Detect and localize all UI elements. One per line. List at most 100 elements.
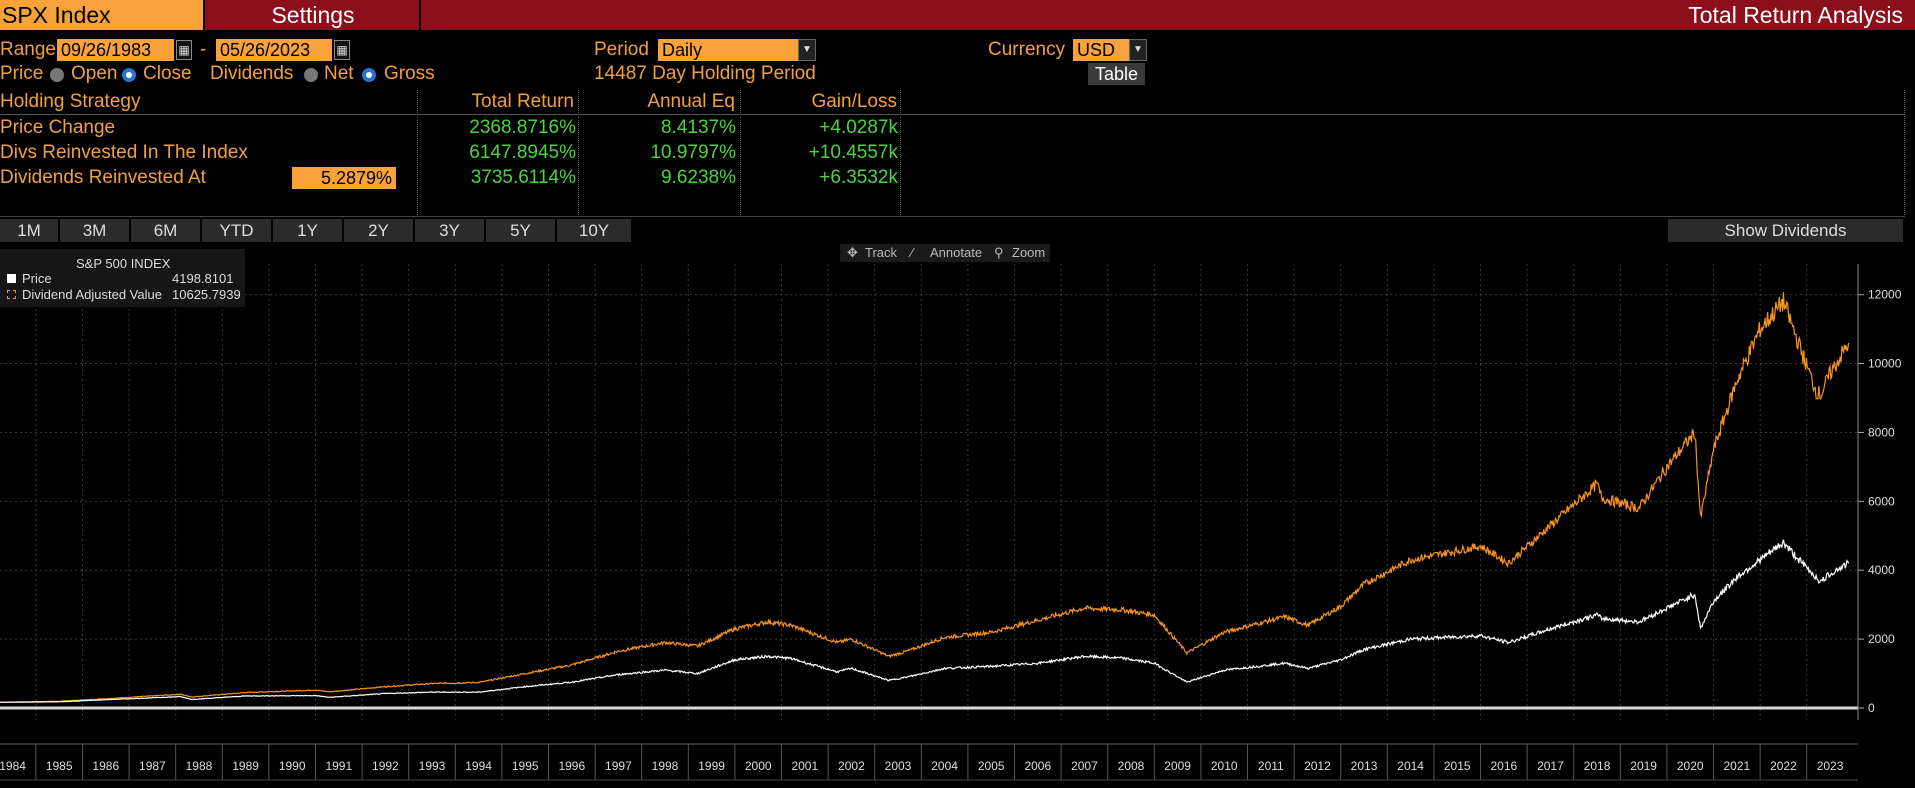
- table-cell-gain-loss: +4.0287k: [819, 117, 898, 138]
- dividend-legend-swatch: [7, 290, 16, 299]
- x-tick-label: 2016: [1490, 759, 1517, 773]
- x-tick-label: 1999: [698, 759, 725, 773]
- x-tick-label: 1992: [372, 759, 399, 773]
- table-row-strategy: Price Change: [0, 117, 116, 138]
- y-tick-label: 6000: [1868, 494, 1895, 508]
- x-tick-label: 2011: [1258, 759, 1284, 773]
- chevron-down-icon[interactable]: ▼: [798, 39, 816, 61]
- chart-legend: [0, 249, 245, 307]
- table-cell-total-return: 2368.8716%: [469, 117, 576, 138]
- col-header-gain-loss: Gain/Loss: [811, 91, 897, 112]
- y-tick-label: 0: [1868, 701, 1875, 715]
- table-cell-gain-loss: +10.4557k: [808, 142, 898, 163]
- x-tick-label: 2006: [1024, 759, 1051, 773]
- ticker-field[interactable]: SPX Index: [0, 0, 205, 30]
- net-radio[interactable]: [304, 68, 318, 82]
- y-tick-label: 8000: [1868, 425, 1895, 439]
- series-lines: [0, 292, 1850, 704]
- period-select[interactable]: Daily: [658, 39, 798, 61]
- range-separator: -: [200, 39, 207, 60]
- x-tick-label: 1986: [92, 759, 119, 773]
- x-tick-label: 1989: [232, 759, 259, 773]
- x-tick-label: 2007: [1071, 759, 1098, 773]
- x-tick-label: 1995: [512, 759, 539, 773]
- column-divider: [578, 90, 579, 217]
- range-button-1y[interactable]: 1Y: [273, 219, 344, 242]
- dividends-label: Dividends: [210, 63, 294, 84]
- range-button-5y[interactable]: 5Y: [486, 219, 557, 242]
- x-tick-label: 2023: [1817, 759, 1844, 773]
- x-tick-label: 1998: [652, 759, 679, 773]
- range-button-ytd[interactable]: YTD: [202, 219, 273, 242]
- x-tick-label: 2009: [1164, 759, 1191, 773]
- currency-label: Currency: [988, 39, 1066, 60]
- y-tick-label: 12000: [1868, 288, 1902, 302]
- x-tick-label: 2014: [1397, 759, 1424, 773]
- zoom-button[interactable]: Zoom: [1012, 245, 1046, 260]
- x-tick-label: 2022: [1770, 759, 1797, 773]
- range-button-1m[interactable]: 1M: [0, 219, 60, 242]
- holding-period-text: 14487 Day Holding Period: [594, 63, 816, 84]
- table-cell-annual-eq: 10.9797%: [650, 142, 736, 163]
- open-label: Open: [71, 63, 118, 84]
- range-button-3y[interactable]: 3Y: [415, 219, 486, 242]
- reinvest-rate-input[interactable]: 5.2879%: [292, 167, 396, 189]
- price-legend-value: 4198.8101: [172, 271, 234, 286]
- col-header-annual-eq: Annual Eq: [647, 91, 735, 112]
- x-tick-label: 2021: [1723, 759, 1750, 773]
- table-row-strategy: Dividends Reinvested At: [0, 167, 206, 188]
- table-cell-gain-loss: +6.3532k: [819, 167, 898, 188]
- close-label: Close: [143, 63, 192, 84]
- x-tick-label: 2012: [1304, 759, 1331, 773]
- y-axis: 0 2000 4000 6000 8000 10000 12000: [1857, 264, 1902, 720]
- chart-toolbar: [840, 244, 1050, 262]
- line-chart: 1984 1985 1986 1987 1988 1989 1990 1991 1992 1993…: [0, 264, 1902, 781]
- table-cell-annual-eq: 9.6238%: [660, 167, 736, 188]
- dividend-adjusted-line: [0, 292, 1850, 704]
- dividend-legend-value: 10625.7939: [172, 287, 241, 302]
- range-button-10y[interactable]: 10Y: [557, 219, 633, 242]
- magnifier-icon: ⚲: [994, 245, 1004, 260]
- x-tick-label: 2005: [978, 759, 1005, 773]
- table-bottom-divider: [0, 216, 1905, 217]
- start-date-field[interactable]: 09/26/1983: [57, 39, 174, 61]
- table-button[interactable]: Table: [1088, 63, 1145, 85]
- x-tick-label: 2020: [1677, 759, 1704, 773]
- track-button[interactable]: Track: [865, 245, 898, 260]
- calendar-icon[interactable]: ▦: [176, 40, 192, 60]
- chart-grid: [0, 264, 1858, 720]
- y-tick-label: 2000: [1868, 632, 1895, 646]
- chevron-down-icon[interactable]: ▼: [1129, 39, 1147, 61]
- x-tick-label: 1987: [139, 759, 166, 773]
- x-tick-label: 2002: [838, 759, 865, 773]
- table-cell-annual-eq: 8.4137%: [660, 117, 736, 138]
- end-date-field[interactable]: 05/26/2023: [216, 39, 332, 61]
- x-axis: 1984 1985 1986 1987 1988 1989 1990 1991 1992 1993…: [0, 743, 1858, 781]
- table-row-strategy: Divs Reinvested In The Index: [0, 142, 248, 163]
- x-tick-label: 2017: [1537, 759, 1564, 773]
- y-tick-label: 4000: [1868, 563, 1895, 577]
- period-label: Period: [594, 39, 649, 60]
- price-legend-label: Price: [22, 271, 52, 286]
- range-button-3m[interactable]: 3M: [60, 219, 131, 242]
- column-divider: [740, 90, 741, 217]
- x-tick-label: 2004: [931, 759, 958, 773]
- net-label: Net: [324, 63, 354, 84]
- calendar-icon[interactable]: ▦: [334, 40, 350, 60]
- show-dividends-button[interactable]: Show Dividends: [1668, 219, 1905, 242]
- open-radio[interactable]: [50, 68, 64, 82]
- annotate-button[interactable]: Annotate: [930, 245, 983, 260]
- settings-tab[interactable]: Settings: [207, 0, 421, 30]
- y-tick-label: 10000: [1868, 357, 1902, 371]
- x-tick-label: 2019: [1630, 759, 1657, 773]
- range-button-2y[interactable]: 2Y: [344, 219, 415, 242]
- close-radio[interactable]: [122, 68, 136, 82]
- currency-select[interactable]: USD: [1073, 39, 1129, 61]
- x-tick-label: 2013: [1351, 759, 1378, 773]
- gross-radio[interactable]: [362, 68, 376, 82]
- column-divider: [1904, 90, 1905, 217]
- x-tick-label: 1984: [0, 759, 26, 773]
- crosshair-icon: ✥: [847, 245, 858, 260]
- x-tick-label: 1993: [419, 759, 446, 773]
- range-button-6m[interactable]: 6M: [131, 219, 202, 242]
